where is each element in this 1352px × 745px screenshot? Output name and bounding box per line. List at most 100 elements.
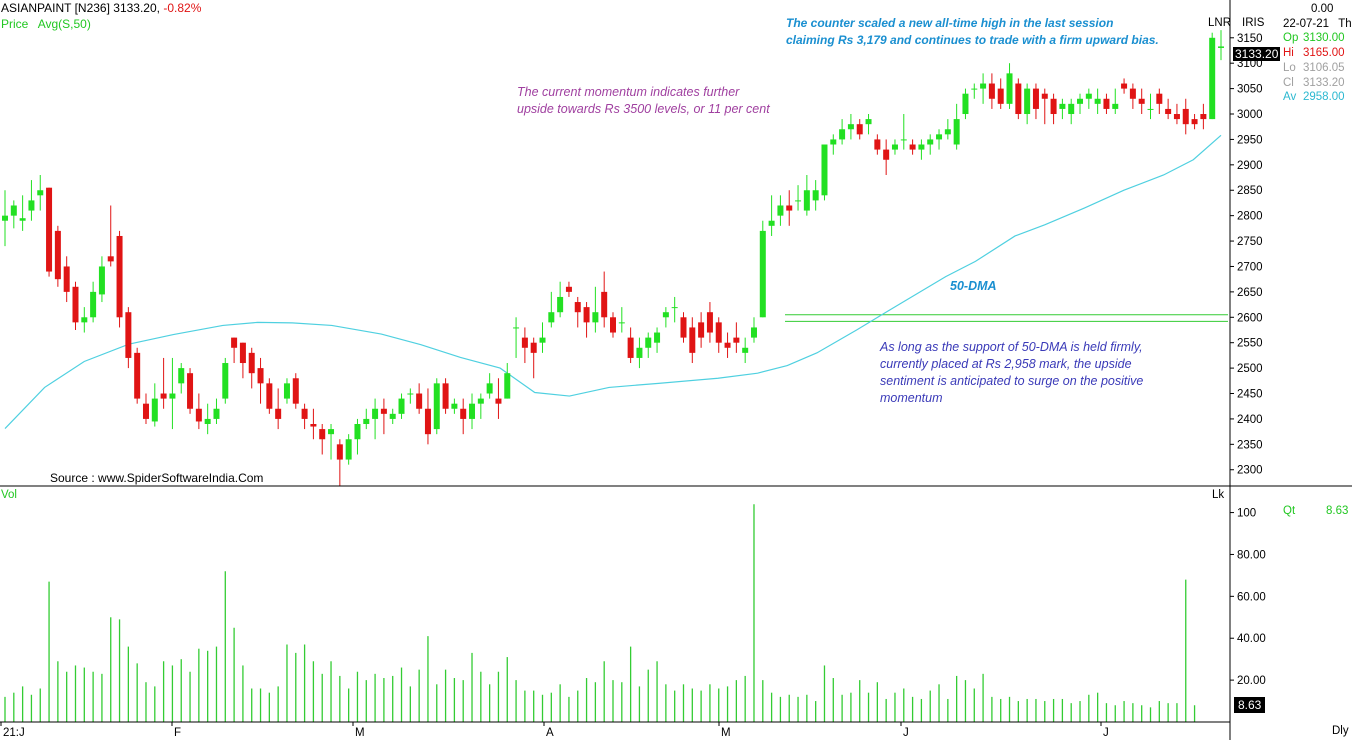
candle-body — [1024, 88, 1031, 115]
candle-body — [1156, 93, 1163, 104]
candle-body — [380, 408, 387, 414]
annotation-50dma: 50-DMA — [950, 279, 997, 293]
candle-body — [918, 144, 925, 150]
chart-header: ASIANPAINT [N236] 3133.20, -0.82% — [1, 1, 201, 15]
candle-body — [187, 373, 194, 409]
candle-body — [37, 190, 44, 196]
candle-body — [1077, 98, 1084, 104]
candle-body — [803, 190, 810, 211]
price-tick-label: 2950 — [1237, 134, 1263, 146]
candle-body — [980, 83, 987, 89]
candle-body — [1059, 103, 1066, 109]
op-value: 3130.00 — [1303, 32, 1345, 44]
candles-layer — [2, 30, 1224, 486]
candle-body — [28, 200, 35, 211]
candle-body — [574, 302, 581, 313]
candle-body — [504, 373, 511, 399]
candle-body — [134, 352, 141, 399]
volume-layer — [4, 504, 1196, 722]
candle-body — [759, 230, 766, 318]
candle-body — [195, 408, 202, 422]
candle-body — [319, 429, 326, 440]
lnr-label: LNR — [1208, 17, 1232, 29]
candle-body — [865, 119, 872, 125]
symbol-label: ASIANPAINT [N236] — [1, 1, 110, 15]
qt-label: Qt — [1283, 505, 1296, 517]
candle-body — [1094, 98, 1101, 104]
candle-body — [1068, 103, 1075, 115]
price-tick-label: 2300 — [1237, 465, 1263, 477]
time-tick-label: J — [903, 727, 909, 739]
info-row-av: Av — [1283, 91, 1296, 103]
candle-body — [248, 352, 255, 374]
av-value: 2958.00 — [1303, 91, 1345, 103]
candle-body — [283, 383, 290, 399]
candle-body — [936, 134, 943, 140]
info-date-row: 22-07-21 Th — [1283, 18, 1352, 30]
candle-body — [645, 337, 652, 348]
candle-body — [680, 317, 687, 338]
candle-body — [416, 393, 423, 409]
candle-body — [1191, 119, 1198, 125]
candle-body — [636, 347, 643, 358]
candle-body — [1103, 98, 1110, 109]
candle-body — [847, 124, 854, 130]
price-tick-label: 3050 — [1237, 84, 1263, 96]
price-change: -0.82% — [163, 1, 202, 15]
annotation-support: As long as the support of 50-DMA is held… — [880, 339, 1143, 407]
lo-value: 3106.05 — [1303, 62, 1345, 74]
candle-body — [398, 398, 405, 414]
candle-body — [997, 88, 1004, 104]
candle-body — [363, 418, 370, 425]
candle-body — [1041, 93, 1048, 99]
candle-body — [988, 83, 995, 99]
candle-body — [733, 337, 740, 343]
legend-avg: Avg(S,50) — [37, 17, 91, 31]
cl-label: Cl — [1283, 77, 1294, 89]
time-tick-label: F — [174, 727, 181, 739]
candle-body — [671, 307, 678, 309]
candle-body — [856, 124, 863, 135]
info-row-cl: Cl — [1283, 77, 1294, 89]
volume-tick-label: 100 — [1237, 508, 1256, 520]
annotation-all-time-high: The counter scaled a new all-time high i… — [786, 15, 1159, 49]
candle-body — [698, 322, 705, 338]
support-line-4: momentum — [880, 391, 943, 405]
candle-body — [63, 266, 70, 292]
price-tick-label: 2350 — [1237, 439, 1263, 451]
info-row-op: Op — [1283, 32, 1298, 44]
candle-body — [239, 342, 246, 364]
info-row-hi: Hi — [1283, 47, 1294, 59]
price-tick-label: 2550 — [1237, 338, 1263, 350]
price-tick-label: 2450 — [1237, 389, 1263, 401]
candle-body — [1138, 98, 1145, 104]
candle-body — [530, 342, 537, 353]
candle-body — [689, 327, 696, 353]
price-tick-label: 2650 — [1237, 287, 1263, 299]
lo-label: Lo — [1283, 62, 1296, 74]
candle-body — [1015, 83, 1022, 115]
candle-body — [662, 312, 669, 318]
candle-body — [292, 378, 299, 404]
candle-body — [750, 327, 757, 338]
momentum-line-1: The current momentum indicates further — [517, 85, 740, 99]
candle-body — [46, 187, 53, 272]
candle-body — [204, 418, 211, 425]
price-tick-label: 2600 — [1237, 312, 1263, 324]
candle-body — [812, 190, 819, 201]
candle-body — [724, 342, 731, 348]
candle-body — [706, 312, 713, 333]
candle-body — [151, 398, 158, 422]
volume-tag: 8.63 — [1234, 697, 1266, 713]
candle-body — [266, 383, 273, 409]
hi-label: Hi — [1283, 47, 1294, 59]
top-value: 0.00 — [1311, 3, 1334, 15]
candle-body — [98, 266, 105, 295]
candle-body — [90, 291, 97, 318]
candle-body — [310, 424, 317, 427]
candle-body — [557, 296, 564, 313]
cl-value: 3133.20 — [1303, 77, 1345, 89]
